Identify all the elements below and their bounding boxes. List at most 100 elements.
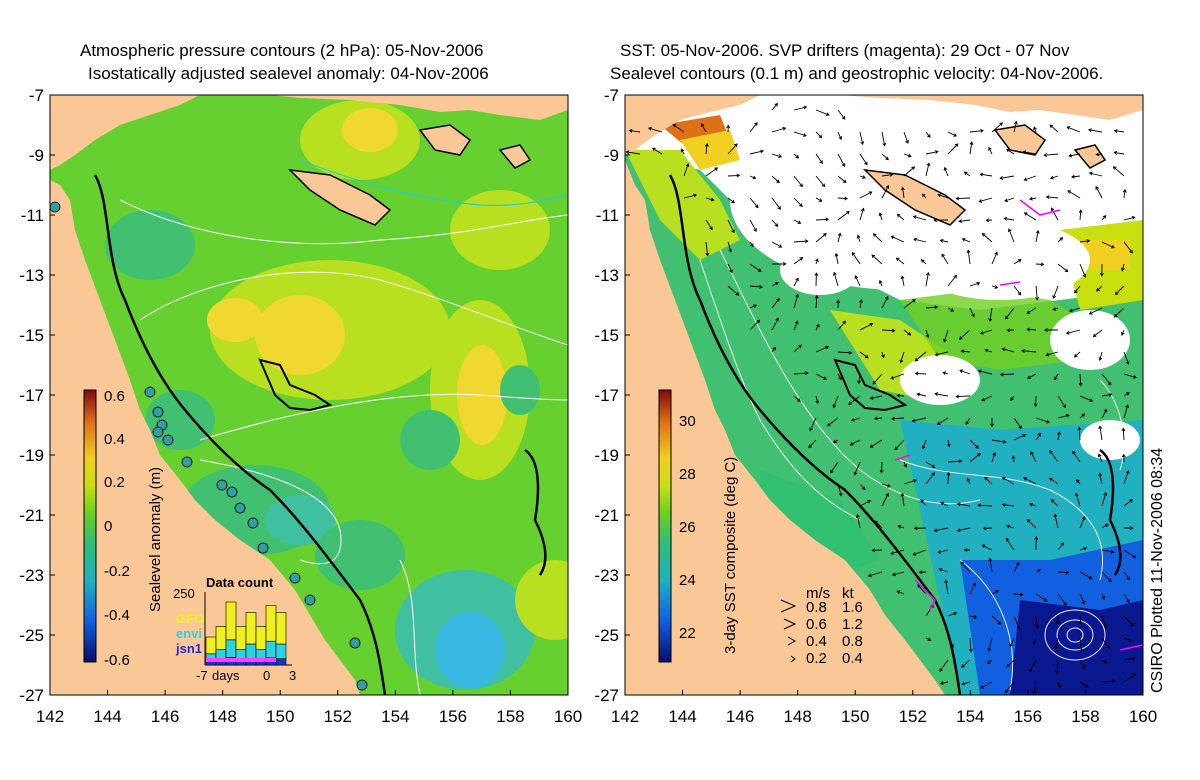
velocity-arrow-32 (749, 149, 764, 155)
velocity-arrow-174 (836, 299, 841, 309)
velocity-arrow-124 (961, 237, 971, 243)
velocity-arrow-30 (704, 143, 709, 155)
count-bar-7-1 (275, 643, 287, 659)
right-lat-tick-3: -13 (594, 266, 619, 285)
velocity-arrow-45 (1022, 150, 1037, 155)
velocity-arrow-31 (727, 143, 738, 155)
velocity-arrow-70 (1112, 166, 1125, 177)
velocity-arrow-319 (977, 503, 993, 508)
velocity-arrow-251 (1057, 395, 1066, 409)
velocity-arrow-71 (683, 193, 698, 199)
velocity-arrow-258 (874, 416, 883, 421)
velocity-arrow-348 (1079, 546, 1088, 551)
left-lat-tick-9: -25 (19, 626, 44, 645)
velocity-arrow-344 (981, 544, 993, 551)
velocity-arrow-80 (881, 185, 890, 199)
velocity-arrow-157 (854, 275, 861, 287)
velocity-arrow-375 (947, 611, 958, 617)
velocity-arrow-95 (771, 219, 779, 227)
sealevel-colorbar: Sealevel anomaly (m) 0.6 0.4 0.2 0 -0.2 … (83, 388, 164, 669)
velocity-arrow-16 (903, 131, 909, 144)
count-bar-4-2 (245, 612, 257, 645)
velocity-arrow-266 (1057, 413, 1070, 419)
velocity-arrow-404 (961, 681, 971, 686)
velocity-arrow-292 (991, 451, 997, 463)
velocity-arrow-232 (977, 369, 993, 375)
tide-gauge-stations (50, 201, 368, 691)
velocity-arrow-153 (771, 281, 779, 287)
velocity-arrow-112 (705, 241, 710, 257)
count-bar-7-2 (275, 612, 287, 645)
velocity-arrow-309 (1048, 477, 1059, 485)
velocity-arrow-60 (903, 166, 916, 177)
velocity-arrow-237 (1101, 373, 1112, 386)
velocity-arrow-398 (1028, 659, 1037, 673)
velocity-arrow-243 (869, 395, 883, 400)
velocity-arrow-56 (815, 175, 826, 188)
velocity-arrow-134 (771, 262, 787, 266)
velocity-arrow-90 (1095, 186, 1103, 199)
velocity-arrow-305 (966, 477, 971, 485)
anomaly-features (105, 100, 568, 690)
velocity-arrow-286 (853, 461, 861, 476)
velocity-arrow-307 (1001, 476, 1015, 485)
velocity-arrow-280 (1035, 432, 1041, 441)
velocity-arrow-15 (881, 131, 887, 147)
velocity-arrow-162 (969, 281, 981, 287)
velocity-arrow-285 (830, 461, 839, 474)
left-lat-tick-4: -15 (19, 326, 44, 345)
velocity-arrow-122 (913, 237, 927, 243)
velocity-arrow-257 (850, 417, 861, 422)
velocity-arrow-189 (771, 317, 779, 331)
velocity-arrow-156 (832, 271, 839, 287)
velocity-arrow-233 (999, 372, 1015, 377)
velocity-arrow-26 (1113, 129, 1125, 133)
left-lat-tick-5: -17 (19, 386, 44, 405)
velocity-arrow-191 (815, 323, 820, 331)
velocity-arrow-142 (941, 253, 949, 265)
left-title-line2: Isostatically adjusted sealevel anomaly:… (88, 64, 489, 83)
right-lat-tick-8: -23 (594, 566, 619, 585)
velocity-arrow-368 (1013, 592, 1024, 597)
velocity-arrow-68 (1071, 174, 1081, 179)
velocity-arrow-33 (771, 153, 783, 159)
velocity-arrow-387 (987, 637, 993, 652)
velocity-arrow-291 (969, 452, 981, 463)
velocity-arrow-207 (793, 344, 802, 353)
velocity-arrow-210 (859, 351, 869, 359)
velocity-arrow-165 (1035, 285, 1040, 301)
velocity-arrow-363 (896, 590, 905, 595)
left-lat-tick-0: -7 (29, 86, 44, 105)
right-lon-tick-1: 144 (668, 707, 696, 726)
velocity-arrow-295 (1049, 449, 1059, 463)
velocity-arrow-161 (947, 274, 957, 287)
right-lat-tick-10: -27 (594, 686, 619, 705)
velocity-arrow-27 (625, 150, 641, 155)
velocity-arrow-222 (1123, 351, 1130, 365)
velocity-arrow-187 (1113, 307, 1125, 318)
velocity-arrow-18 (947, 131, 957, 137)
velocity-arrow-3 (837, 109, 846, 120)
velocity-arrow-0 (771, 102, 778, 111)
count-bar-6-1 (265, 640, 277, 659)
velocity-arrow-180 (969, 307, 975, 318)
velocity-arrow-219 (1045, 351, 1059, 357)
velocity-arrow-216 (984, 348, 993, 353)
velocity-arrow-192 (837, 320, 846, 331)
velocity-arrow-205 (1121, 329, 1125, 336)
velocity-arrow-129 (1079, 239, 1091, 243)
velocity-arrow-128 (1057, 237, 1064, 243)
velocity-arrow-386 (968, 637, 973, 653)
velocity-arrow-274 (894, 439, 905, 451)
legend-ms-2: 0.4 (806, 633, 827, 650)
velocity-arrow-400 (1079, 659, 1086, 670)
velocity-arrow-352 (891, 571, 905, 577)
velocity-arrow-148 (1079, 263, 1087, 278)
velocity-arrow-296 (1072, 450, 1081, 463)
velocity-arrow-105 (985, 218, 993, 223)
velocity-arrow-261 (936, 417, 949, 425)
velocity-arrow-137 (834, 252, 839, 265)
count-bar-4-1 (245, 643, 257, 659)
right-lon-tick-3: 148 (783, 707, 811, 726)
velocity-arrow-84 (955, 196, 971, 201)
